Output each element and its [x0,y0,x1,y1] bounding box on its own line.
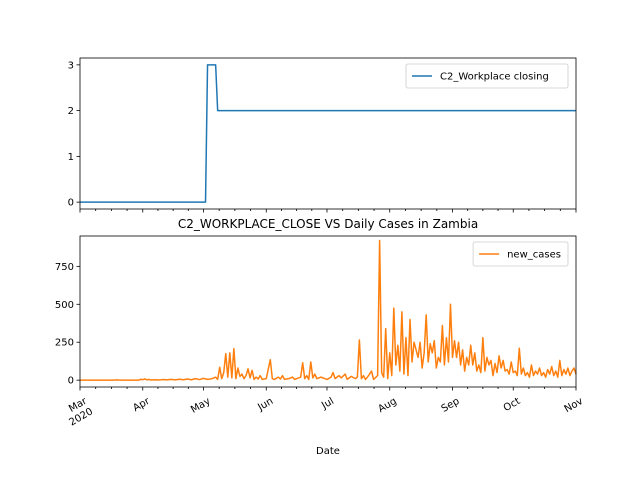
legend-box-top [405,63,569,89]
y-tick-label: 3 [68,60,74,71]
y-ticks-bottom: 0 250 500 750 [55,262,80,387]
legend-bottom: new_cases [472,241,569,267]
y-tick-label: 1 [68,152,74,163]
legend-box-bottom [472,241,569,267]
y-ticks-top: 0 1 2 3 [68,60,80,209]
daily-cases-panel: C2_WORKPLACE_CLOSE VS Daily Cases in Zam… [55,217,585,457]
y-tick-label: 2 [68,106,74,117]
y-tick-label: 0 [68,376,74,387]
legend-label-new-cases: new_cases [507,250,561,261]
new-cases-series [80,239,577,381]
y-tick-label: 750 [55,262,74,273]
workplace-closing-series [80,64,576,203]
legend-label-workplace-closing: C2_Workplace closing [440,72,549,83]
y-tick-label: 250 [55,338,74,349]
y-tick-label: 0 [68,198,74,209]
chart-title: C2_WORKPLACE_CLOSE VS Daily Cases in Zam… [178,217,478,231]
legend-top: C2_Workplace closing [405,63,569,89]
axes-frame-bottom [79,235,577,388]
series-line-c2-workplace-closing [80,64,576,203]
series-line-new-cases [80,239,577,381]
y-tick-label: 500 [55,300,74,311]
workplace-closing-panel: 0 1 2 3 C2_Workplace closing [68,57,577,213]
axes-frame-top [79,57,577,210]
x-axis-label: Date [316,446,340,457]
